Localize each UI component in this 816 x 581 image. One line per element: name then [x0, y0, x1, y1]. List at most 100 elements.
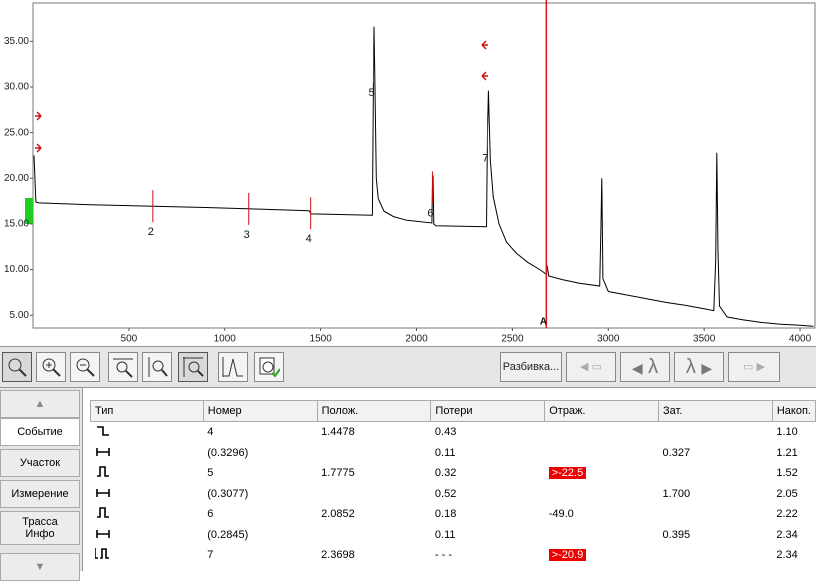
- scroll-down[interactable]: ▼: [0, 553, 80, 581]
- table-row[interactable]: (0.2845) 0.11 0.395 2.34: [91, 525, 816, 546]
- next-event-button[interactable]: ▭ ▶: [728, 352, 780, 382]
- start-arrow: [35, 143, 42, 153]
- side-tabs: ▲ Событие Участок Измерение Трасса Инфо …: [0, 388, 83, 581]
- table-row[interactable]: (0.3296) 0.11 0.327 1.21: [91, 443, 816, 464]
- type-cell: [91, 545, 204, 566]
- x-tick-label: 500: [121, 334, 138, 345]
- zoom-out-button[interactable]: [70, 352, 100, 382]
- cell: (0.3296): [203, 443, 317, 464]
- loss-value: 0.32: [434, 467, 457, 480]
- loss-value: 0.11: [434, 446, 456, 459]
- event-label: 5: [369, 87, 375, 99]
- cell: 7: [203, 545, 317, 566]
- cell: 0.18: [431, 504, 545, 525]
- cell: 2.34: [772, 525, 815, 546]
- type-cell: [91, 504, 204, 525]
- table-row[interactable]: (0.3077) 0.52 1.700 2.05: [91, 484, 816, 505]
- cell: 0.11: [431, 443, 545, 464]
- cell: [659, 463, 773, 484]
- next-lambda-button[interactable]: λ ▶: [674, 352, 724, 382]
- zoom-fit-button[interactable]: [2, 352, 32, 382]
- tab[interactable]: Событие: [0, 418, 80, 446]
- event-label: 6: [427, 207, 433, 219]
- type-icon: [93, 548, 109, 560]
- y-tick-label: 20.00: [4, 173, 29, 184]
- x-tick-label: 2500: [501, 334, 524, 345]
- cell: [545, 443, 659, 464]
- start-arrow: [35, 111, 42, 121]
- event-zoom-button[interactable]: [218, 352, 248, 382]
- type-cell: [91, 422, 204, 443]
- column-header: Отраж.: [544, 400, 660, 422]
- cell: [317, 484, 431, 505]
- x-tick-label: 2000: [405, 334, 428, 345]
- cell: 2.22: [772, 504, 815, 525]
- loss-value: 0.18: [434, 508, 457, 521]
- loss-value: 0.52: [434, 487, 457, 500]
- launch-marker: [25, 198, 33, 224]
- table-row[interactable]: 5 1.7775 0.32 >-22.5 1.52: [91, 463, 816, 484]
- column-header: Зат.: [658, 400, 773, 422]
- report-button[interactable]: [254, 352, 284, 382]
- x-tick-label: 3500: [693, 334, 716, 345]
- number-value: (0.3296): [207, 446, 249, 459]
- scroll-up[interactable]: ▲: [0, 390, 80, 418]
- prev-event-button[interactable]: ◀ ▭: [566, 352, 616, 382]
- zoom-horizontal-button[interactable]: [108, 352, 138, 382]
- type-cell: [91, 443, 204, 464]
- tab[interactable]: Измерение: [0, 480, 80, 508]
- header-row: Тип Номер Полож. Потери Отраж. Зат. Нако…: [90, 400, 816, 422]
- cell: [659, 422, 773, 443]
- event-table: Тип Номер Полож. Потери Отраж. Зат. Нако…: [90, 400, 816, 566]
- prev-lambda-button[interactable]: ◀ λ: [620, 352, 670, 382]
- position-value: 2.0852: [321, 508, 355, 521]
- attenuation-value: 1.700: [662, 487, 691, 500]
- cell: 0.11: [431, 525, 545, 546]
- type-cell: [91, 484, 204, 505]
- split-button[interactable]: Разбивка...: [500, 352, 562, 382]
- number-value: 7: [207, 549, 214, 562]
- type-cell: [91, 525, 204, 546]
- lambda-label: λ: [648, 356, 659, 378]
- table-row[interactable]: 4 1.4478 0.43 1.10: [91, 422, 816, 443]
- number-value: (0.2845): [207, 528, 249, 541]
- event-label: 2: [148, 226, 154, 238]
- cell: 1.10: [772, 422, 815, 443]
- event-label: 7: [482, 153, 488, 165]
- zoom-in-button[interactable]: [36, 352, 66, 382]
- table-row[interactable]: 6 2.0852 0.18 -49.0 2.22: [91, 504, 816, 525]
- y-tick-label: 10.00: [4, 264, 29, 275]
- tab[interactable]: Участок: [0, 449, 80, 477]
- cell: >-22.5: [545, 463, 659, 484]
- position-value: 1.4478: [321, 426, 355, 439]
- cell: 2.0852: [317, 504, 431, 525]
- cell: 5: [203, 463, 317, 484]
- plot-frame: [32, 2, 816, 329]
- tab[interactable]: Трасса Инфо: [0, 511, 80, 545]
- cell: [659, 504, 773, 525]
- type-icon: [96, 426, 109, 437]
- loss-value: 0.11: [434, 528, 456, 541]
- event-label: 4: [306, 233, 312, 245]
- x-tick-label: 4000: [789, 334, 812, 345]
- cell: 1.700: [659, 484, 773, 505]
- position-value: 1.7775: [321, 467, 355, 480]
- cumulative-value: 2.34: [776, 549, 798, 562]
- loss-value: 0.43: [434, 426, 457, 439]
- column-header: Номер: [202, 400, 318, 422]
- cell: >-20.9: [545, 545, 659, 566]
- end-arrow: [481, 40, 488, 50]
- y-tick-label: 15.00: [4, 219, 29, 230]
- cell: 0.395: [659, 525, 773, 546]
- loss-value: - - -: [434, 549, 453, 562]
- x-tick-label: 1500: [310, 334, 333, 345]
- cell: 1.52: [772, 463, 815, 484]
- cell: 1.7775: [317, 463, 431, 484]
- zoom-both-button[interactable]: [178, 352, 208, 382]
- cell: 2.3698: [317, 545, 431, 566]
- cumulative-value: 1.10: [776, 426, 798, 439]
- table-row[interactable]: 7 2.3698 - - - >-20.9 2.34: [91, 545, 816, 566]
- column-header: Накоп.: [771, 400, 816, 422]
- cell: 2.05: [772, 484, 815, 505]
- zoom-vertical-button[interactable]: [142, 352, 172, 382]
